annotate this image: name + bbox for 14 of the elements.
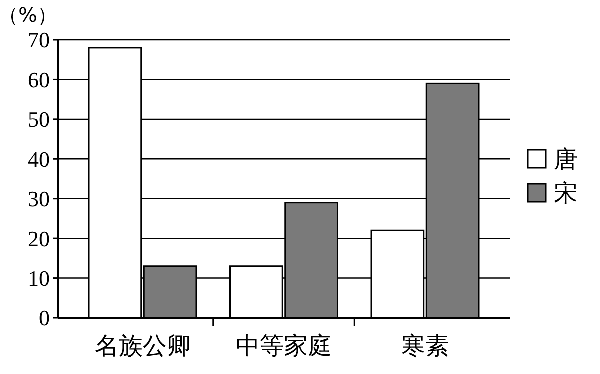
y-axis-title: （%） [0,3,58,27]
x-tick-label: 寒素 [401,332,450,360]
y-tick-label: 30 [28,186,50,212]
legend-label: 唐 [554,145,578,174]
legend-label: 宋 [554,179,578,208]
y-tick-label: 0 [39,306,50,331]
y-tick-label: 50 [28,107,50,132]
x-tick-label: 名族公卿 [94,332,191,360]
y-tick-label: 70 [28,28,50,53]
y-tick-label: 40 [28,146,50,172]
y-tick-label: 10 [28,266,50,291]
y-tick-label: 20 [28,226,50,252]
x-tick-label: 中等家庭 [236,332,332,360]
y-tick-label: 60 [28,67,50,92]
